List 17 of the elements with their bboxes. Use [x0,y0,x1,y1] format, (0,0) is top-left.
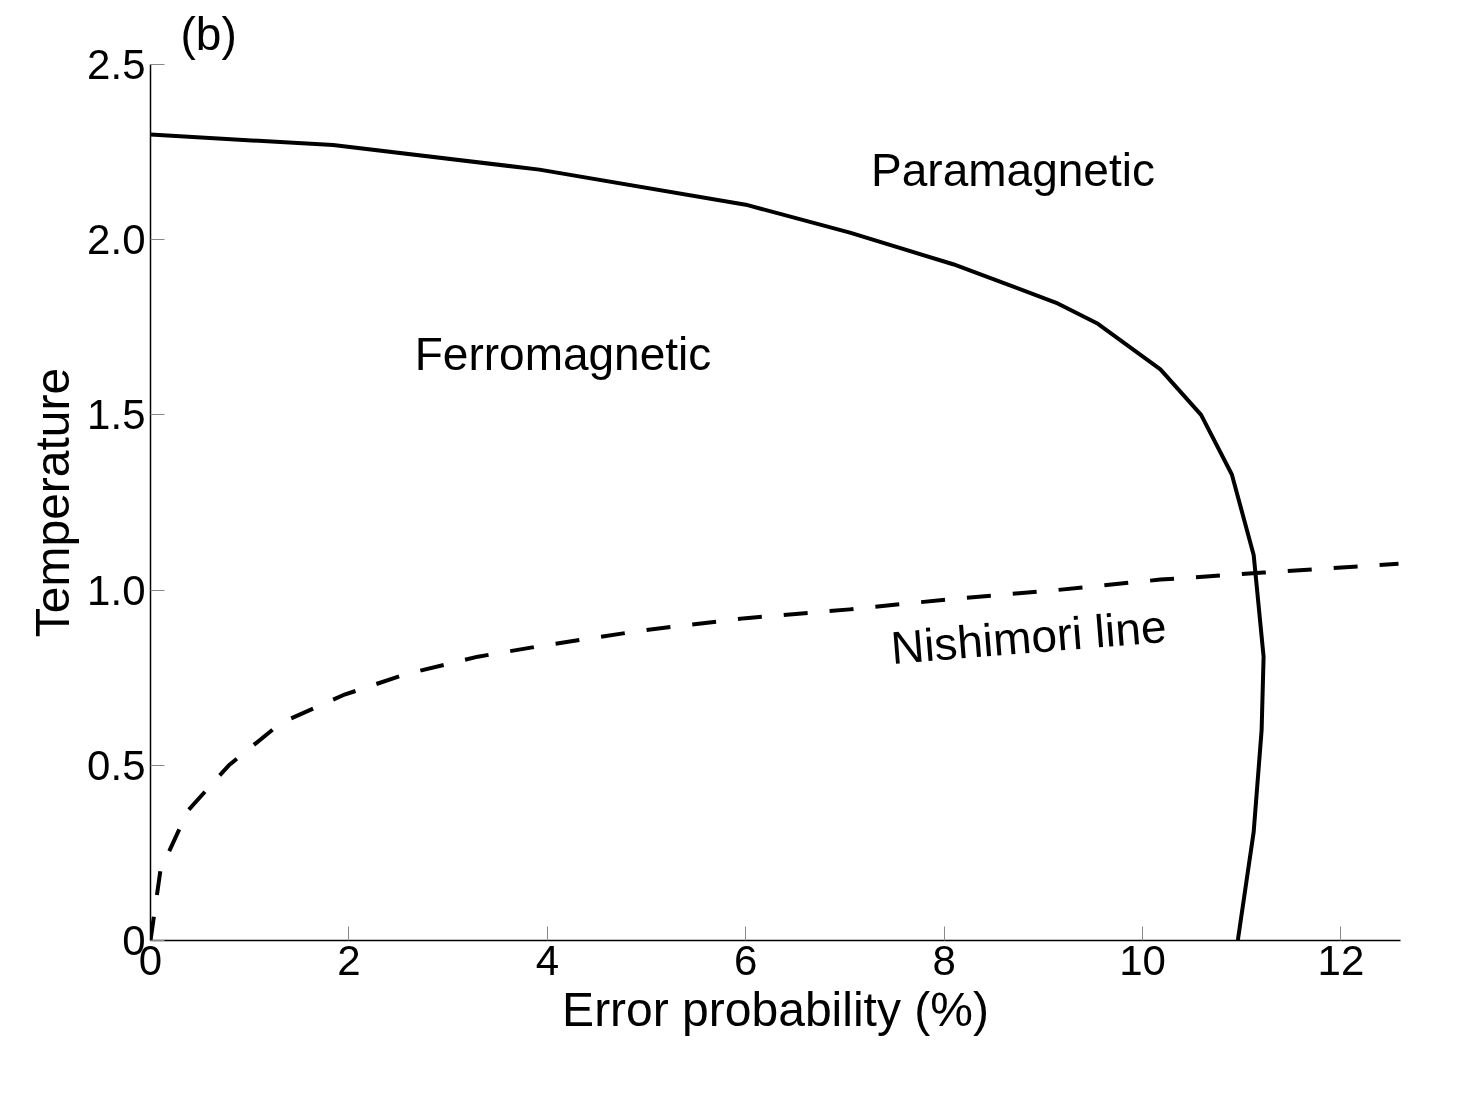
annotation: Ferromagnetic [414,327,712,380]
x-tick-label: 10 [1119,936,1166,984]
x-tick-label: 6 [734,936,758,984]
y-tick-label: 1.0 [87,566,146,614]
y-tick-label: 2.5 [87,41,146,88]
x-tick-label: 8 [932,936,956,984]
x-axis-title: Error probability (%) [562,982,989,1036]
annotation: Paramagnetic [871,143,1155,196]
y-tick-label: 0.5 [87,741,146,789]
x-tick-label: 2 [337,936,361,984]
x-tick-label: 12 [1317,936,1365,984]
series-label: Nishimori line [888,599,1169,674]
y-tick-label: 2.0 [87,216,146,264]
y-axis-title: Temperature [26,367,80,638]
x-tick-label: 4 [535,936,560,984]
chart-title: (b) [180,7,237,60]
y-tick-label: 1.5 [87,391,146,439]
